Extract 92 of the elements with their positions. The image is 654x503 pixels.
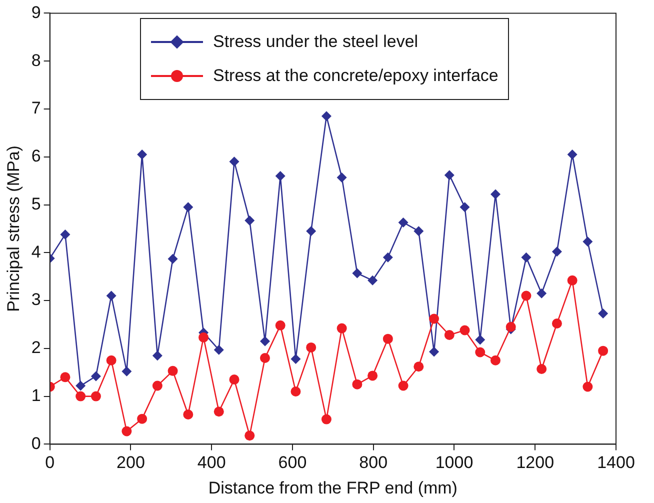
point	[60, 229, 70, 240]
y-tick-label: 8	[31, 50, 41, 70]
point	[214, 406, 224, 417]
point	[106, 355, 116, 366]
point	[137, 149, 148, 160]
point	[368, 370, 378, 381]
point	[475, 334, 486, 345]
point	[90, 391, 101, 402]
point	[152, 380, 162, 391]
point	[168, 254, 178, 264]
point	[398, 217, 408, 228]
point	[244, 430, 255, 441]
point	[321, 111, 332, 122]
point	[506, 322, 516, 332]
point	[521, 252, 532, 262]
x-tick-label: 1200	[516, 453, 554, 472]
point	[536, 288, 547, 298]
point	[260, 336, 270, 346]
point	[214, 344, 224, 355]
point	[290, 386, 301, 397]
point	[444, 170, 454, 180]
x-tick-label: 600	[278, 453, 307, 472]
point	[60, 372, 70, 382]
point	[414, 226, 424, 236]
point	[414, 362, 424, 372]
point	[352, 268, 362, 278]
y-axis-title: Principal stress (MPa)	[4, 146, 23, 312]
point	[336, 323, 347, 334]
point	[168, 366, 178, 376]
point	[137, 414, 148, 424]
point	[321, 414, 332, 424]
x-tick-label: 400	[197, 453, 226, 472]
point	[152, 350, 162, 361]
point	[475, 347, 486, 358]
point	[490, 355, 500, 366]
point	[76, 380, 86, 391]
point	[536, 364, 547, 374]
point	[336, 172, 347, 182]
x-axis-title: Distance from the FRP end (mm)	[208, 478, 458, 498]
point	[244, 216, 255, 226]
x-tick-label: 200	[116, 453, 145, 472]
point	[460, 202, 470, 212]
y-tick-label: 2	[31, 338, 41, 358]
x-tick-label: 800	[359, 453, 388, 472]
point	[106, 290, 116, 301]
point	[398, 380, 408, 391]
point	[521, 290, 532, 301]
x-tick-label: 1000	[435, 453, 474, 472]
legend-label: Stress at the concrete/epoxy interface	[213, 66, 498, 86]
point	[382, 252, 393, 262]
point	[275, 171, 286, 182]
point	[229, 156, 240, 167]
point	[306, 342, 316, 352]
point	[598, 308, 608, 318]
point	[582, 382, 593, 392]
x-tick-label: 0	[45, 453, 55, 472]
point	[382, 334, 393, 344]
point	[183, 202, 194, 212]
y-tick-label: 3	[31, 290, 41, 310]
point	[567, 275, 578, 286]
point	[306, 226, 316, 236]
point	[567, 149, 578, 160]
y-tick-label: 6	[31, 146, 41, 166]
point	[598, 346, 608, 356]
y-tick-label: 4	[31, 242, 41, 262]
point	[260, 353, 270, 363]
y-tick-label: 9	[31, 2, 41, 22]
point	[183, 410, 194, 420]
point	[275, 320, 286, 330]
point	[582, 236, 593, 247]
point	[552, 246, 562, 257]
point	[90, 371, 101, 382]
point	[229, 374, 240, 385]
point	[122, 366, 132, 376]
point	[290, 354, 301, 364]
point	[490, 189, 500, 200]
y-tick-label: 7	[31, 98, 41, 118]
y-tick-label: 5	[31, 194, 41, 214]
point	[122, 426, 132, 436]
point	[552, 318, 562, 329]
point	[460, 325, 470, 336]
legend-label: Stress under the steel level	[213, 32, 418, 52]
point	[429, 314, 440, 324]
point	[76, 391, 86, 402]
y-tick-label: 1	[31, 386, 41, 405]
point	[429, 346, 440, 357]
x-tick-label: 1400	[597, 453, 635, 472]
point	[352, 379, 362, 390]
point	[198, 332, 209, 342]
y-tick-label: 0	[31, 434, 41, 453]
point	[444, 330, 454, 340]
point	[368, 275, 378, 286]
